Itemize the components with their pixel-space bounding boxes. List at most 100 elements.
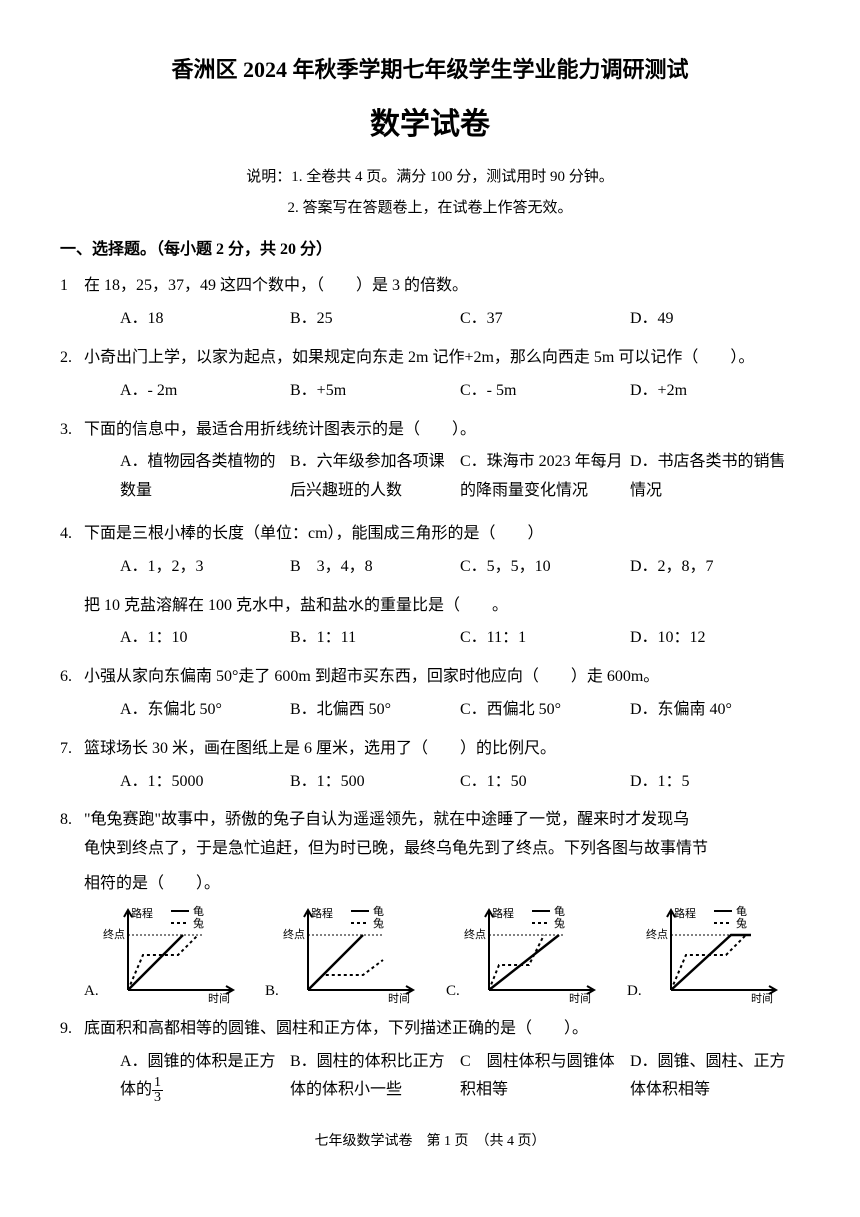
q2-option-d: D．+2m xyxy=(630,377,800,406)
q5-option-b: B．1：11 xyxy=(290,624,460,653)
svg-text:时间: 时间 xyxy=(569,992,591,1005)
q7-num: 7. xyxy=(60,735,84,764)
svg-text:龟: 龟 xyxy=(736,905,747,918)
svg-text:龟: 龟 xyxy=(193,905,204,918)
question-1: 1 在 18，25，37，49 这四个数中，（ ）是 3 的倍数。 A．18 B… xyxy=(60,272,800,334)
svg-text:兔: 兔 xyxy=(373,916,384,930)
q7-option-d: D．1：5 xyxy=(630,768,800,797)
q5-option-a: A．1：10 xyxy=(120,624,290,653)
q2-num: 2. xyxy=(60,344,84,373)
svg-text:路程: 路程 xyxy=(492,907,514,920)
q3-num: 3. xyxy=(60,416,84,445)
q8-chart-b: B. 路程 龟 兔 终点 时间 xyxy=(265,905,438,1005)
q6-option-d: D．东偏南 40° xyxy=(630,696,800,725)
q8-line2: 龟快到终点了，于是急忙追赶，但为时已晚，最终乌龟先到了终点。下列各图与故事情节 xyxy=(84,835,800,864)
title-sub: 数学试卷 xyxy=(60,98,800,152)
q1-option-b: B．25 xyxy=(290,305,460,334)
q5-option-d: D．10：12 xyxy=(630,624,800,653)
q3-option-c: C．珠海市 2023 年每月的降雨量变化情况 xyxy=(460,448,630,506)
question-3: 3. 下面的信息中，最适合用折线统计图表示的是（ ）。 A．植物园各类植物的数量… xyxy=(60,416,800,510)
svg-text:龟: 龟 xyxy=(373,905,384,918)
svg-text:终点: 终点 xyxy=(103,927,125,941)
q1-option-a: A．18 xyxy=(120,305,290,334)
question-8: 8. "龟兔赛跑"故事中，骄傲的兔子自认为遥遥领先，就在中途睡了一觉，醒来时才发… xyxy=(60,806,800,1004)
q6-text: 小强从家向东偏南 50°走了 600m 到超市买东西，回家时他应向（ ）走 60… xyxy=(84,663,800,692)
q4-option-b: B 3，4，8 xyxy=(290,553,460,582)
q9-option-c: C 圆柱体积与圆锥体积相等 xyxy=(460,1048,630,1106)
svg-text:龟: 龟 xyxy=(554,905,565,918)
q9-num: 9. xyxy=(60,1015,84,1044)
q7-option-b: B．1：500 xyxy=(290,768,460,797)
svg-text:终点: 终点 xyxy=(464,927,486,941)
q5-text: 把 10 克盐溶解在 100 克水中，盐和盐水的重量比是（ 。 xyxy=(84,592,800,621)
q8-label-c: C. xyxy=(446,978,460,1005)
svg-text:路程: 路程 xyxy=(131,907,153,920)
q4-num: 4. xyxy=(60,520,84,549)
q8-chart-a: A. 路程 龟 兔 终点 时间 xyxy=(84,905,257,1005)
q1-text: 在 18，25，37，49 这四个数中，（ ）是 3 的倍数。 xyxy=(84,272,800,301)
q8-num: 8. xyxy=(60,806,84,835)
q1-option-c: C．37 xyxy=(460,305,630,334)
q3-option-a: A．植物园各类植物的数量 xyxy=(120,448,290,506)
instruction-2: 2. 答案写在答题卷上，在试卷上作答无效。 xyxy=(60,195,800,222)
svg-text:终点: 终点 xyxy=(646,927,668,941)
svg-text:路程: 路程 xyxy=(311,907,333,920)
q8-label-a: A. xyxy=(84,978,99,1005)
question-2: 2. 小奇出门上学，以家为起点，如果规定向东走 2m 记作+2m，那么向西走 5… xyxy=(60,344,800,406)
question-6: 6. 小强从家向东偏南 50°走了 600m 到超市买东西，回家时他应向（ ）走… xyxy=(60,663,800,725)
q8-line3: 相符的是（ ）。 xyxy=(84,870,800,899)
q3-text: 下面的信息中，最适合用折线统计图表示的是（ ）。 xyxy=(84,416,800,445)
svg-text:兔: 兔 xyxy=(736,916,747,930)
q7-option-a: A．1：5000 xyxy=(120,768,290,797)
svg-text:时间: 时间 xyxy=(751,992,773,1005)
svg-text:路程: 路程 xyxy=(674,907,696,920)
q9-text: 底面积和高都相等的圆锥、圆柱和正方体，下列描述正确的是（ ）。 xyxy=(84,1015,800,1044)
q6-option-c: C．西偏北 50° xyxy=(460,696,630,725)
question-4: 4. 下面是三根小棒的长度（单位：cm），能围成三角形的是（ ） A．1，2，3… xyxy=(60,520,800,582)
q9-option-a: A．圆锥的体积是正方体的13 xyxy=(120,1048,290,1106)
q7-option-c: C．1：50 xyxy=(460,768,630,797)
svg-text:终点: 终点 xyxy=(283,927,305,941)
q4-text: 下面是三根小棒的长度（单位：cm），能围成三角形的是（ ） xyxy=(84,520,800,549)
q8-chart-c: C. 路程 龟 兔 终点 时间 xyxy=(446,905,619,1005)
chart-b-svg: 路程 龟 兔 终点 时间 xyxy=(283,905,423,1005)
instruction-1: 说明：1. 全卷共 4 页。满分 100 分，测试用时 90 分钟。 xyxy=(60,164,800,191)
q4-option-d: D．2，8，7 xyxy=(630,553,800,582)
q8-label-d: D. xyxy=(627,978,642,1005)
question-7: 7. 篮球场长 30 米，画在图纸上是 6 厘米，选用了（ ）的比例尺。 A．1… xyxy=(60,735,800,797)
q2-text: 小奇出门上学，以家为起点，如果规定向东走 2m 记作+2m，那么向西走 5m 可… xyxy=(84,344,800,373)
question-9: 9. 底面积和高都相等的圆锥、圆柱和正方体，下列描述正确的是（ ）。 A．圆锥的… xyxy=(60,1015,800,1110)
q2-option-c: C．- 5m xyxy=(460,377,630,406)
chart-a-svg: 路程 龟 兔 终点 时间 xyxy=(103,905,243,1005)
svg-text:时间: 时间 xyxy=(388,992,410,1005)
q9-a-prefix: A．圆锥的体积是正方体的 xyxy=(120,1053,276,1099)
q5-option-c: C．11：1 xyxy=(460,624,630,653)
title-main: 香洲区 2024 年秋季学期七年级学生学业能力调研测试 xyxy=(60,50,800,90)
svg-text:兔: 兔 xyxy=(554,916,565,930)
q1-num: 1 xyxy=(60,272,84,301)
page-footer: 七年级数学试卷 第 1 页 （共 4 页） xyxy=(60,1129,800,1154)
q6-option-a: A．东偏北 50° xyxy=(120,696,290,725)
q6-option-b: B．北偏西 50° xyxy=(290,696,460,725)
q4-option-c: C．5，5，10 xyxy=(460,553,630,582)
q3-option-d: D．书店各类书的销售情况 xyxy=(630,448,800,506)
q2-option-a: A．- 2m xyxy=(120,377,290,406)
q7-text: 篮球场长 30 米，画在图纸上是 6 厘米，选用了（ ）的比例尺。 xyxy=(84,735,800,764)
q8-line1: "龟兔赛跑"故事中，骄傲的兔子自认为遥遥领先，就在中途睡了一觉，醒来时才发现乌 xyxy=(84,806,800,835)
q4-option-a: A．1，2，3 xyxy=(120,553,290,582)
svg-text:兔: 兔 xyxy=(193,916,204,930)
q1-option-d: D．49 xyxy=(630,305,800,334)
q2-option-b: B．+5m xyxy=(290,377,460,406)
q9-a-fraction: 13 xyxy=(152,1076,163,1105)
q6-num: 6. xyxy=(60,663,84,692)
question-5: 把 10 克盐溶解在 100 克水中，盐和盐水的重量比是（ 。 A．1：10 B… xyxy=(60,592,800,654)
svg-text:时间: 时间 xyxy=(208,992,230,1005)
chart-d-svg: 路程 龟 兔 终点 时间 xyxy=(646,905,786,1005)
q9-option-b: B．圆柱的体积比正方体的体积小一些 xyxy=(290,1048,460,1106)
section-1-header: 一、选择题。（每小题 2 分，共 20 分） xyxy=(60,236,800,265)
q8-label-b: B. xyxy=(265,978,279,1005)
q8-chart-d: D. 路程 龟 兔 终点 时间 xyxy=(627,905,800,1005)
q3-option-b: B．六年级参加各项课后兴趣班的人数 xyxy=(290,448,460,506)
q9-option-d: D．圆锥、圆柱、正方体体积相等 xyxy=(630,1048,800,1106)
chart-c-svg: 路程 龟 兔 终点 时间 xyxy=(464,905,604,1005)
